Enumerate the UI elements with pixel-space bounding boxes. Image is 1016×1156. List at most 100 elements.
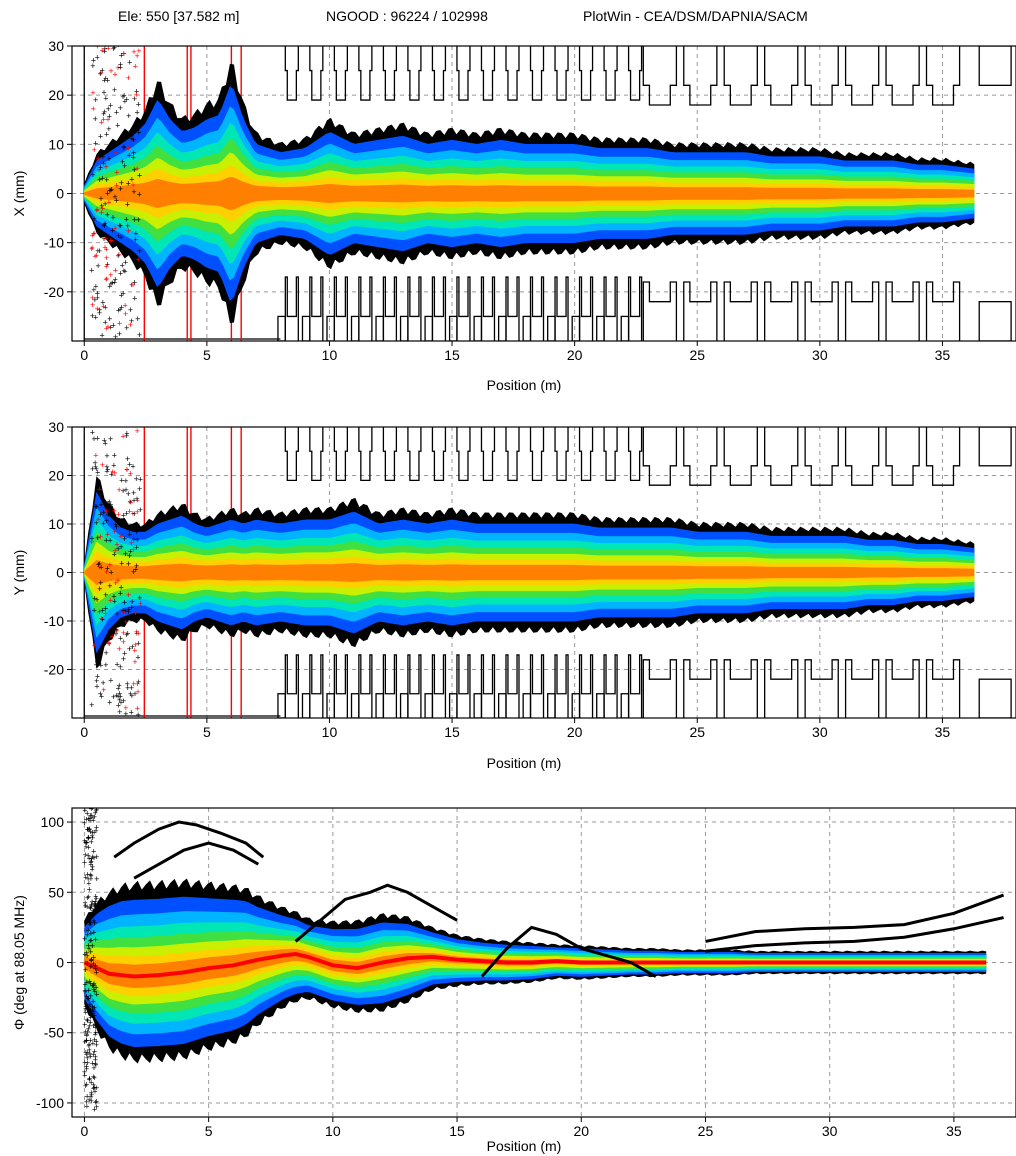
halo-particle: +	[106, 154, 111, 164]
halo-particle: +	[91, 927, 96, 937]
cavity-top	[480, 46, 496, 101]
cavity-bottom	[505, 276, 520, 341]
halo-particle: +	[99, 208, 104, 218]
halo-particle: +	[127, 529, 132, 539]
halo-particle: +	[91, 1021, 96, 1031]
halo-particle: +	[94, 682, 99, 692]
halo-particle: +	[96, 154, 101, 164]
halo-particle: +	[82, 1019, 87, 1029]
halo-particle: +	[125, 454, 130, 464]
halo-particle: +	[88, 874, 93, 884]
x-tick-label: 25	[698, 1123, 714, 1139]
halo-particle: +	[136, 215, 141, 225]
halo-particle: +	[112, 596, 117, 606]
halo-particle: +	[100, 152, 105, 162]
halo-particle: +	[91, 1080, 96, 1090]
halo-particle: +	[90, 1059, 95, 1069]
halo-particle: +	[115, 544, 120, 554]
halo-particle: +	[102, 218, 107, 228]
halo-particle: +	[85, 893, 90, 903]
y-tick-label: -100	[36, 1095, 64, 1111]
halo-particle: +	[83, 965, 88, 975]
halo-particle: +	[134, 90, 139, 100]
cavity-bottom	[382, 654, 398, 718]
halo-particle: +	[89, 265, 94, 275]
halo-particle: +	[119, 290, 124, 300]
halo-particle: +	[134, 543, 139, 553]
halo-particle: +	[84, 1097, 89, 1107]
halo-particle: +	[85, 1027, 90, 1037]
halo-particle: +	[87, 1074, 92, 1084]
y-axis-label: Φ (deg at 88.05 MHz)	[11, 895, 27, 1030]
halo-particle: +	[127, 644, 132, 654]
halo-particle: +	[98, 194, 103, 204]
halo-particle: +	[94, 1037, 99, 1047]
x-tick-label: 25	[689, 347, 705, 363]
halo-particle: +	[121, 49, 126, 59]
halo-particle: +	[118, 60, 123, 70]
halo-particle: +	[121, 288, 126, 298]
halo-particle: +	[134, 86, 139, 96]
halo-particle: +	[131, 47, 136, 57]
halo-particle: +	[137, 484, 142, 494]
halo-particle: +	[95, 434, 100, 444]
halo-particle: +	[82, 1057, 87, 1067]
halo-particle: +	[123, 258, 128, 268]
halo-particle: +	[107, 497, 112, 507]
halo-particle: +	[94, 804, 99, 814]
halo-particle: +	[89, 700, 94, 710]
halo-particle: +	[86, 1040, 91, 1050]
halo-particle: +	[114, 609, 119, 619]
x-axis-label: Position (m)	[487, 377, 562, 393]
quad-box	[620, 693, 630, 718]
halo-particle: +	[100, 615, 105, 625]
cavity-bottom	[578, 276, 594, 341]
halo-particle: +	[134, 627, 139, 637]
halo-particle: +	[87, 1049, 92, 1059]
cavity-top	[925, 427, 961, 486]
halo-particle: +	[129, 707, 134, 717]
halo-particle: +	[92, 1019, 97, 1029]
halo-particle: +	[121, 486, 126, 496]
halo-particle: +	[135, 51, 140, 61]
halo-particle: +	[93, 1022, 98, 1032]
halo-particle: +	[137, 246, 142, 256]
halo-particles: ++++++++++++++++++++++++++++++++++++++++…	[82, 803, 100, 1114]
halo-particle: +	[133, 608, 138, 618]
halo-particle: +	[85, 1058, 90, 1068]
halo-particle: +	[135, 687, 140, 697]
halo-particle: +	[82, 818, 87, 828]
halo-particle: +	[105, 464, 110, 474]
cavity-top	[578, 427, 594, 482]
cavity-bottom	[683, 659, 718, 718]
app-title: PlotWin - CEA/DSM/DAPNIA/SACM	[583, 8, 808, 24]
halo-particle: +	[90, 803, 95, 813]
halo-particle: +	[118, 103, 123, 113]
halo-particle: +	[87, 1000, 92, 1010]
halo-particle: +	[107, 581, 112, 591]
halo-particle: +	[105, 260, 110, 270]
halo-particle: +	[118, 221, 123, 231]
halo-particle: +	[128, 498, 133, 508]
halo-particle: +	[118, 697, 123, 707]
x-tick-label: 10	[322, 724, 338, 740]
halo-particle: +	[135, 496, 140, 506]
halo-particle: +	[93, 139, 98, 149]
halo-particle: +	[91, 1050, 96, 1060]
halo-particle: +	[124, 131, 129, 141]
halo-particle: +	[101, 109, 106, 119]
halo-particle: +	[86, 1004, 91, 1014]
halo-particle: +	[99, 117, 104, 127]
halo-particle: +	[82, 836, 87, 846]
halo-particle: +	[129, 691, 134, 701]
halo-particle: +	[89, 955, 94, 965]
cavity-top	[431, 46, 447, 101]
halo-particle: +	[105, 564, 110, 574]
halo-particle: +	[129, 280, 134, 290]
halo-particle: +	[91, 847, 96, 857]
halo-particle: +	[138, 599, 143, 609]
halo-particle: +	[133, 62, 138, 72]
halo-particle: +	[83, 842, 88, 852]
halo-particle: +	[85, 869, 90, 879]
halo-particle: +	[135, 164, 140, 174]
